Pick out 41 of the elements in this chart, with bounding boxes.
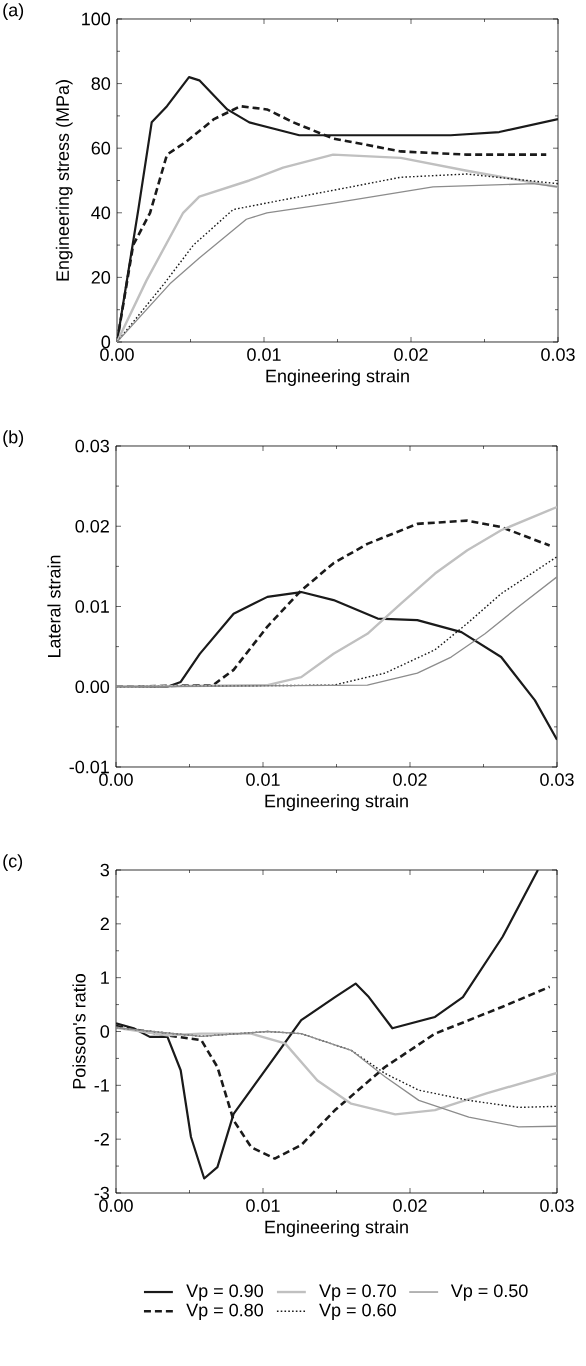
y-axis-title: Poisson's ratio <box>72 974 86 1089</box>
legend-label: Vp = 0.70 <box>319 1284 396 1301</box>
chart-title: (b) <box>3 430 24 447</box>
x-tick-label: 0.01 <box>246 773 280 786</box>
y-tick-label: 80 <box>91 77 111 90</box>
y-tick-label: -3 <box>94 1186 110 1200</box>
y-axis-title: Engineering stress (MPa) <box>55 80 73 281</box>
y-tick-label: 0.00 <box>75 680 110 694</box>
y-tick-label: 60 <box>91 141 111 155</box>
y-tick-label: 2 <box>100 917 109 931</box>
y-tick-label: 0 <box>100 1025 110 1038</box>
legend-label: Vp = 0.60 <box>319 1303 396 1320</box>
y-tick-label: 40 <box>91 206 111 220</box>
y-tick-label: -2 <box>94 1132 109 1146</box>
chart-title: (c) <box>3 854 23 871</box>
x-tick-label: 0.03 <box>540 1199 574 1212</box>
chart-title: (a) <box>3 3 24 20</box>
x-tick-label: 0.02 <box>393 1199 427 1212</box>
legend-label: Vp = 0.90 <box>186 1284 264 1301</box>
x-axis-title: Engineering strain <box>266 369 409 386</box>
x-tick-label: 0.01 <box>246 1199 280 1212</box>
x-axis-title: Engineering strain <box>265 794 408 811</box>
x-tick-label: 0.01 <box>247 348 281 361</box>
y-tick-label: 0.01 <box>75 600 109 613</box>
y-tick-label: 20 <box>91 271 111 284</box>
x-tick-label: 0.03 <box>541 348 575 361</box>
y-tick-label: 3 <box>100 863 110 877</box>
y-tick-label: -1 <box>94 1079 109 1092</box>
y-tick-label: 0.02 <box>75 519 109 533</box>
x-tick-label: 0.03 <box>540 773 574 786</box>
x-axis-title: Engineering strain <box>265 1220 408 1237</box>
legend-label: Vp = 0.80 <box>186 1303 264 1320</box>
y-tick-label: -0.01 <box>69 760 109 774</box>
x-tick-label: 0.02 <box>394 348 428 361</box>
y-tick-label: 1 <box>101 971 109 984</box>
y-tick-label: 0.03 <box>75 439 110 453</box>
y-tick-label: 100 <box>82 12 111 26</box>
legend-label: Vp = 0.50 <box>450 1284 528 1301</box>
y-axis-title: Lateral strain <box>47 555 61 658</box>
x-tick-label: 0.02 <box>393 773 427 786</box>
y-tick-label: 0 <box>101 335 111 349</box>
